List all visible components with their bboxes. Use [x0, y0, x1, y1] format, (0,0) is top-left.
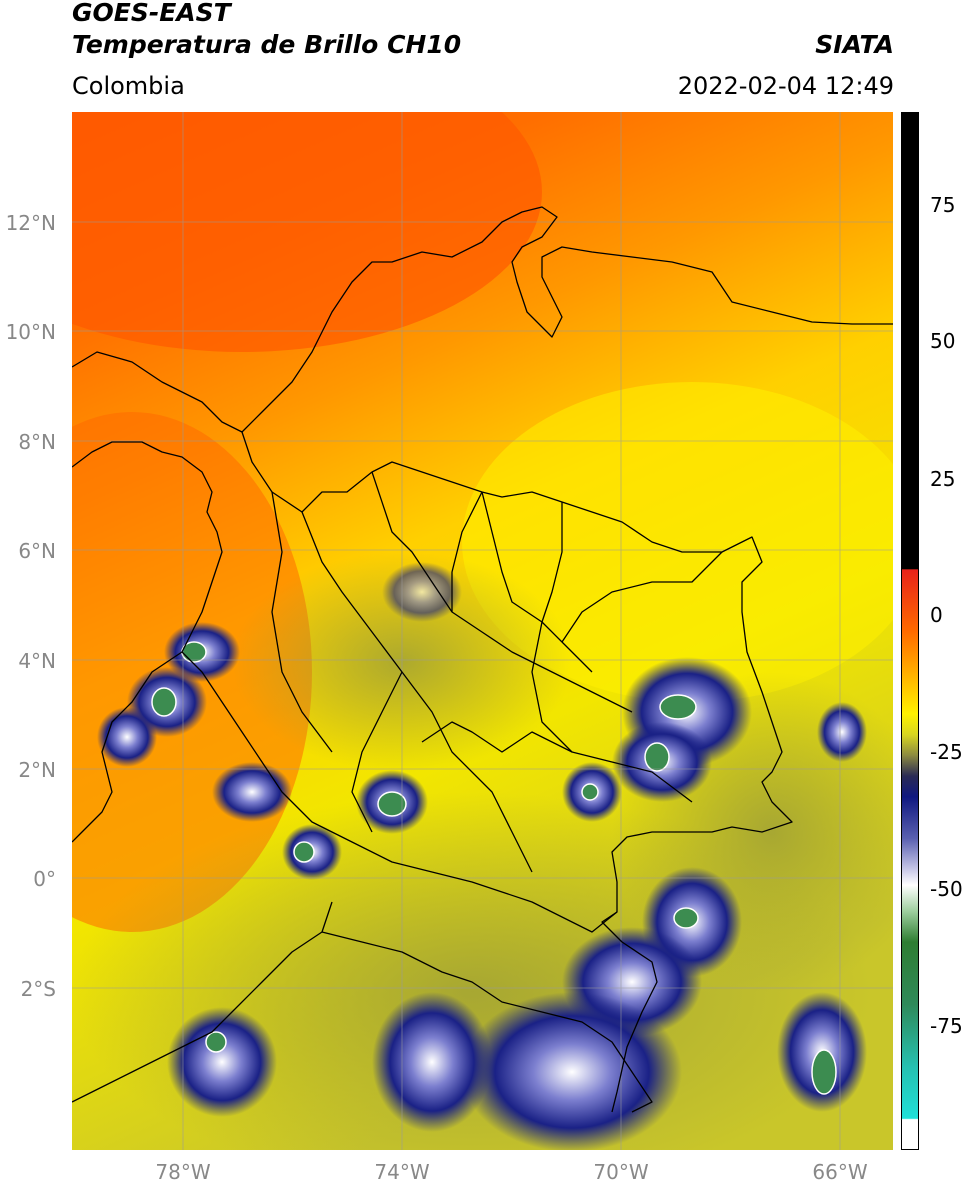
colorbar	[901, 112, 919, 1150]
lat-label-10n: 10°N	[5, 320, 56, 344]
country-borders	[72, 206, 893, 1113]
brand-label: SIATA	[815, 30, 894, 59]
llanos-dry-zone	[462, 382, 893, 702]
cbar-label-25: 25	[930, 467, 956, 491]
cbar-label-50: 50	[930, 329, 956, 353]
lat-label-8n: 8°N	[18, 430, 56, 454]
region-label: Colombia	[72, 72, 185, 100]
brightness-temperature-map	[72, 112, 893, 1150]
product-title: Temperatura de Brillo CH10	[72, 30, 462, 59]
lat-label-6n: 6°N	[18, 539, 56, 563]
cbar-label-0: 0	[930, 603, 943, 627]
cold-cloud-tops	[151, 641, 837, 1095]
map-gridlines	[72, 112, 893, 1150]
cbar-label-75: 75	[930, 193, 956, 217]
lon-label-78w: 78°W	[155, 1160, 211, 1184]
timestamp-label: 2022-02-04 12:49	[677, 72, 894, 100]
lat-label-12n: 12°N	[5, 211, 56, 235]
lat-label-2s: 2°S	[20, 977, 56, 1001]
lon-label-74w: 74°W	[374, 1160, 430, 1184]
lon-label-70w: 70°W	[593, 1160, 649, 1184]
lat-label-2n: 2°N	[18, 758, 56, 782]
lat-label-0: 0°	[33, 867, 56, 891]
satellite-title: GOES-EAST	[72, 0, 231, 27]
convective-cells	[97, 562, 867, 1150]
cbar-label-minus75: -75	[930, 1014, 963, 1038]
caribbean-warm-zone	[72, 112, 542, 352]
cbar-label-minus50: -50	[930, 877, 963, 901]
lat-label-4n: 4°N	[18, 649, 56, 673]
cbar-label-minus25: -25	[930, 740, 963, 764]
lon-label-66w: 66°W	[812, 1160, 868, 1184]
